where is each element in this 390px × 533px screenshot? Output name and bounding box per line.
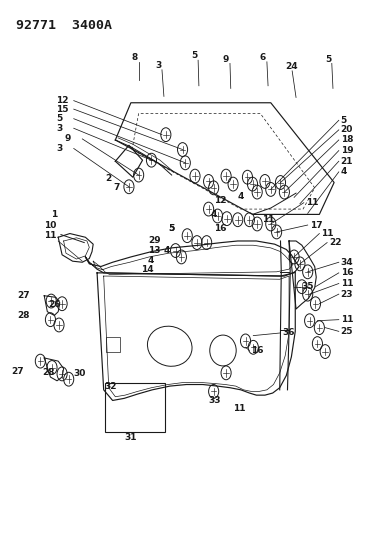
Text: 5: 5 bbox=[191, 52, 197, 60]
Text: 4: 4 bbox=[238, 192, 244, 201]
Text: 14: 14 bbox=[140, 265, 153, 273]
Text: 17: 17 bbox=[310, 221, 322, 230]
Text: 20: 20 bbox=[341, 125, 353, 134]
Text: 13: 13 bbox=[147, 246, 160, 255]
Text: 5: 5 bbox=[56, 114, 62, 123]
Text: 9: 9 bbox=[223, 55, 229, 63]
Text: 32: 32 bbox=[105, 382, 117, 391]
Text: 3: 3 bbox=[155, 61, 161, 70]
Text: 11: 11 bbox=[341, 315, 353, 324]
Bar bbox=[106, 337, 120, 352]
Text: 2: 2 bbox=[106, 174, 112, 183]
Text: 25: 25 bbox=[341, 327, 353, 336]
Text: 36: 36 bbox=[282, 328, 295, 337]
Text: 5: 5 bbox=[325, 55, 331, 63]
Text: 5: 5 bbox=[168, 224, 175, 233]
Text: 28: 28 bbox=[43, 368, 55, 377]
Text: 15: 15 bbox=[56, 104, 69, 114]
Text: 8: 8 bbox=[132, 53, 138, 62]
Text: 27: 27 bbox=[12, 367, 24, 376]
Text: 5: 5 bbox=[168, 224, 175, 233]
Text: 31: 31 bbox=[124, 433, 137, 442]
Text: 26: 26 bbox=[48, 300, 60, 309]
Text: 4: 4 bbox=[211, 210, 217, 219]
Text: 92771  3400A: 92771 3400A bbox=[16, 19, 112, 33]
Text: 11: 11 bbox=[306, 198, 318, 207]
Text: 23: 23 bbox=[341, 289, 353, 298]
Text: 11: 11 bbox=[321, 229, 334, 238]
Text: 4: 4 bbox=[341, 167, 347, 176]
Text: 12: 12 bbox=[214, 196, 226, 205]
Text: 16: 16 bbox=[214, 224, 226, 233]
Text: 34: 34 bbox=[341, 258, 353, 266]
Bar bbox=[105, 383, 165, 432]
Text: 11: 11 bbox=[44, 231, 57, 240]
Text: 3: 3 bbox=[56, 144, 62, 153]
Text: 11: 11 bbox=[341, 279, 353, 288]
Text: 4: 4 bbox=[147, 256, 154, 264]
Text: 7: 7 bbox=[113, 183, 120, 192]
Text: 16: 16 bbox=[341, 269, 353, 277]
Text: 3: 3 bbox=[56, 124, 62, 133]
Text: 18: 18 bbox=[341, 135, 353, 144]
Text: 10: 10 bbox=[44, 221, 57, 230]
Text: 12: 12 bbox=[56, 96, 69, 105]
Text: 30: 30 bbox=[74, 369, 86, 378]
Text: 4: 4 bbox=[164, 246, 170, 255]
Text: 28: 28 bbox=[17, 311, 30, 320]
Text: 29: 29 bbox=[148, 237, 161, 246]
Text: 24: 24 bbox=[285, 62, 298, 71]
Text: 5: 5 bbox=[341, 116, 347, 125]
Text: 21: 21 bbox=[341, 157, 353, 166]
Text: 11: 11 bbox=[233, 405, 246, 414]
Text: 19: 19 bbox=[341, 146, 353, 155]
Text: 11: 11 bbox=[262, 215, 274, 224]
Text: 16: 16 bbox=[251, 346, 264, 355]
Text: 6: 6 bbox=[260, 53, 266, 62]
Text: 22: 22 bbox=[329, 238, 342, 247]
Text: 33: 33 bbox=[209, 396, 221, 405]
Text: 1: 1 bbox=[51, 210, 57, 219]
Text: 27: 27 bbox=[17, 291, 30, 300]
Text: 35: 35 bbox=[302, 282, 314, 291]
Text: 9: 9 bbox=[65, 134, 71, 143]
